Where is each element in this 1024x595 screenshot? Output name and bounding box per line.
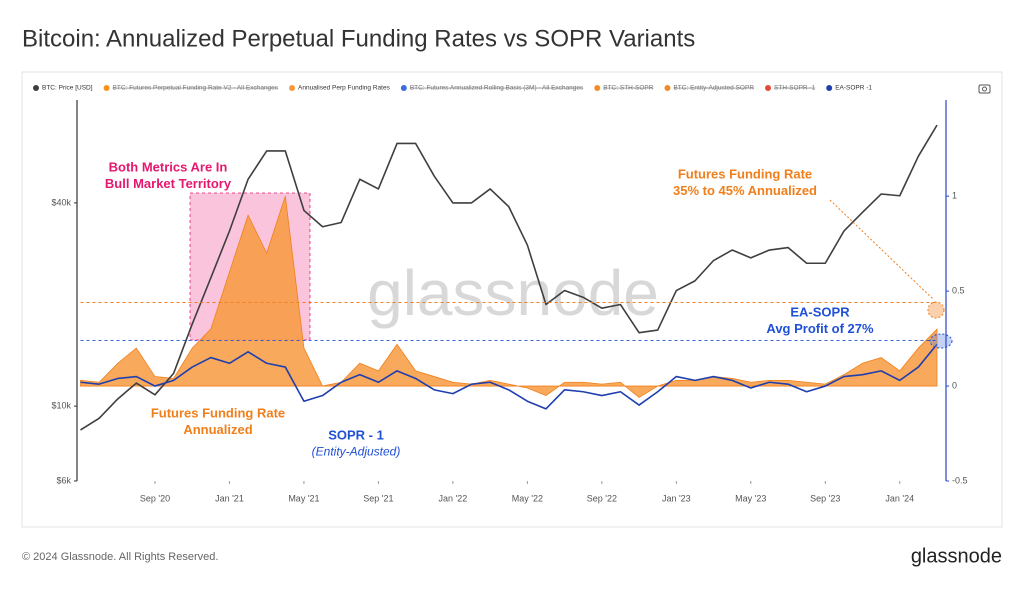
legend-label[interactable]: BTC: Futures Perpetual Funding Rate V2 -… [113, 85, 279, 92]
legend-marker [765, 85, 772, 91]
highlight-circle [927, 301, 945, 319]
legend-marker [594, 85, 601, 91]
y-tick-label: $10k [51, 400, 71, 410]
x-tick-label: Sep '21 [363, 493, 393, 503]
x-tick-label: Sep '23 [810, 493, 840, 503]
y-tick-label: $6k [56, 475, 71, 485]
funding-area [80, 196, 938, 398]
series-line [80, 343, 938, 410]
annotation: Avg Profit of 27% [766, 321, 874, 336]
x-tick-label: Jan '23 [662, 493, 691, 503]
y2-tick-label: 1 [952, 191, 957, 201]
legend-label[interactable]: STH-SOPR -1 [774, 85, 816, 92]
watermark: glassnode [367, 257, 659, 329]
legend-marker [400, 85, 407, 91]
x-tick-label: Jan '22 [439, 493, 468, 503]
x-tick-label: Sep '20 [140, 493, 170, 503]
annotation: Annualized [183, 422, 252, 437]
copyright: © 2024 Glassnode. All Rights Reserved. [22, 551, 218, 563]
chart-title: Bitcoin: Annualized Perpetual Funding Ra… [22, 25, 695, 52]
legend-marker [33, 85, 39, 91]
annotation: EA-SOPR [790, 304, 850, 319]
y-tick-label: $40k [51, 197, 71, 207]
x-tick-label: Sep '22 [587, 493, 617, 503]
series-line [80, 124, 938, 431]
annotation: Futures Funding Rate [678, 166, 812, 181]
legend-label[interactable]: Annualised Perp Funding Rates [298, 85, 391, 92]
legend-label[interactable]: EA-SOPR -1 [835, 85, 872, 92]
annotation: SOPR - 1 [328, 427, 384, 442]
annotation: Bull Market Territory [105, 176, 232, 191]
legend-label[interactable]: BTC: Futures Annualized Rolling Basis (3… [410, 85, 584, 92]
highlight-circle [929, 333, 953, 349]
x-tick-label: May '22 [512, 493, 543, 503]
y2-tick-label: 0 [952, 380, 957, 390]
legend-label[interactable]: BTC: Price [USD] [42, 85, 93, 92]
y2-tick-label: 0.5 [952, 285, 965, 295]
x-tick-label: Jan '21 [215, 493, 244, 503]
x-tick-label: Jan '24 [885, 493, 914, 503]
plot [80, 124, 938, 431]
y2-tick-label: -0.5 [952, 475, 968, 485]
leader-line [829, 199, 935, 301]
x-tick-label: May '23 [735, 493, 766, 503]
legend-marker [289, 85, 296, 91]
legend-marker [664, 85, 671, 91]
annotation: 35% to 45% Annualized [673, 183, 817, 198]
camera-icon[interactable] [978, 84, 991, 94]
x-tick-label: May '21 [288, 493, 319, 503]
annotation: Futures Funding Rate [151, 405, 285, 420]
legend-marker [826, 85, 833, 91]
annotation: (Entity-Adjusted) [312, 445, 401, 459]
legend-marker [103, 85, 110, 91]
annotation: Both Metrics Are In [109, 159, 228, 174]
legend-label[interactable]: BTC: STH-SOPR [603, 85, 654, 92]
legend-label[interactable]: BTC: Entity-Adjusted SOPR [673, 85, 754, 92]
logo: glassnode [911, 545, 1002, 567]
chart-card [21, 71, 1003, 528]
